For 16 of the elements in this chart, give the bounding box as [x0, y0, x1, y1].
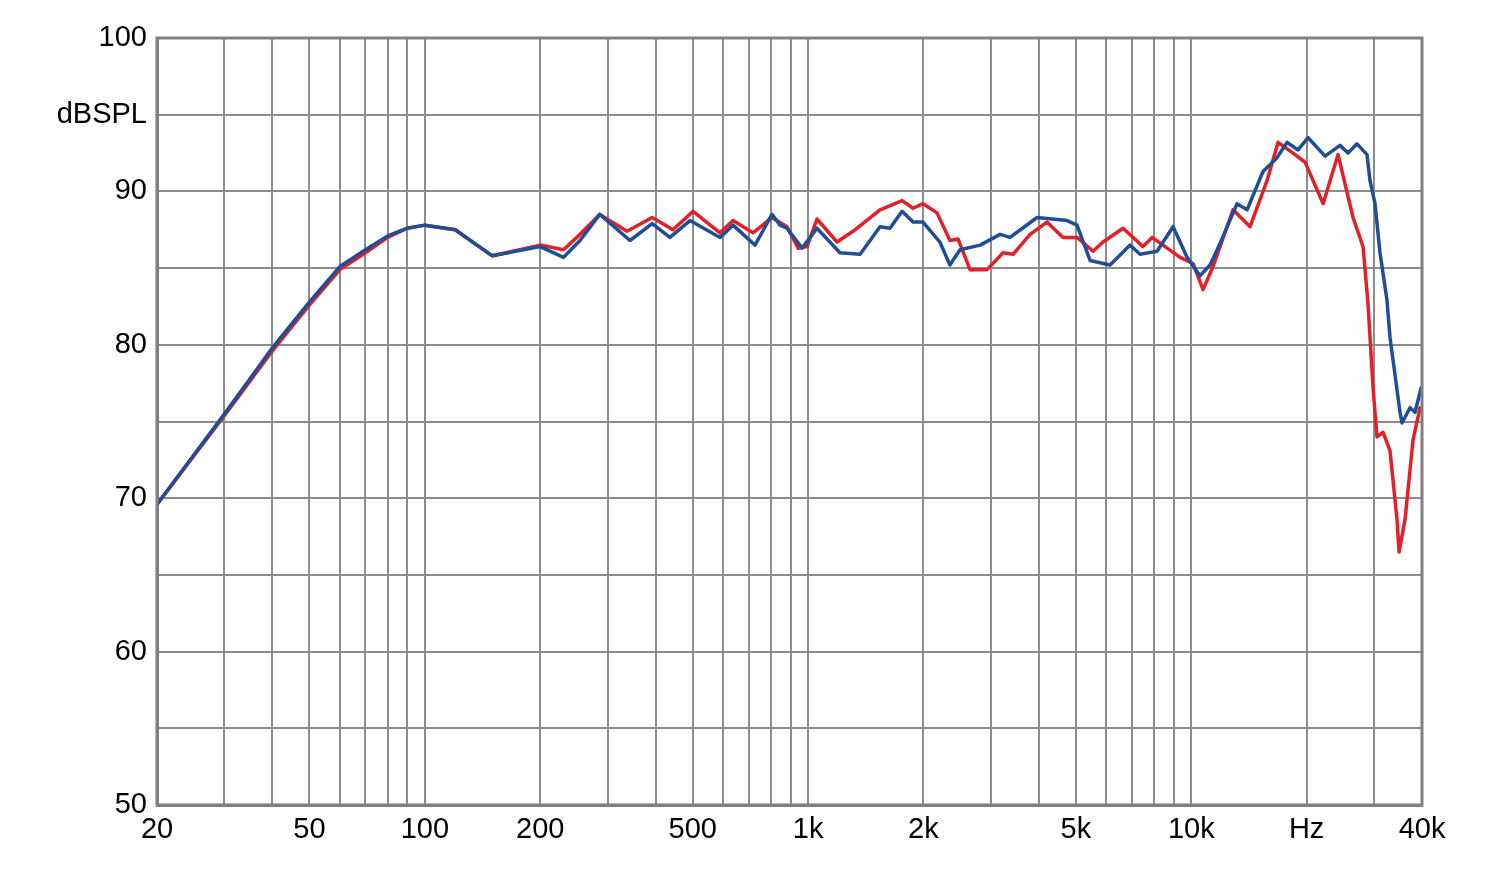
y-tick-label: 70: [114, 480, 147, 513]
y-tick-label: 100: [98, 20, 147, 52]
x-tick-label: 200: [516, 812, 565, 845]
y-tick-label: 90: [114, 173, 147, 206]
x-tick-label: 50: [293, 812, 326, 845]
x-tick-label: 100: [400, 812, 450, 845]
x-tick-label: 10k: [1167, 812, 1216, 845]
x-tick-label: 500: [668, 812, 717, 845]
x-tick-label: 1k: [792, 812, 824, 845]
x-tick-label: 2k: [908, 812, 940, 845]
x-tick-label: 40k: [1398, 812, 1446, 845]
x-tick-label: Hz: [1288, 812, 1325, 845]
y-tick-label: 80: [114, 326, 147, 359]
y-tick-label: dBSPL: [56, 96, 147, 129]
x-tick-label: 5k: [1060, 812, 1092, 845]
y-tick-label: 60: [114, 633, 147, 666]
